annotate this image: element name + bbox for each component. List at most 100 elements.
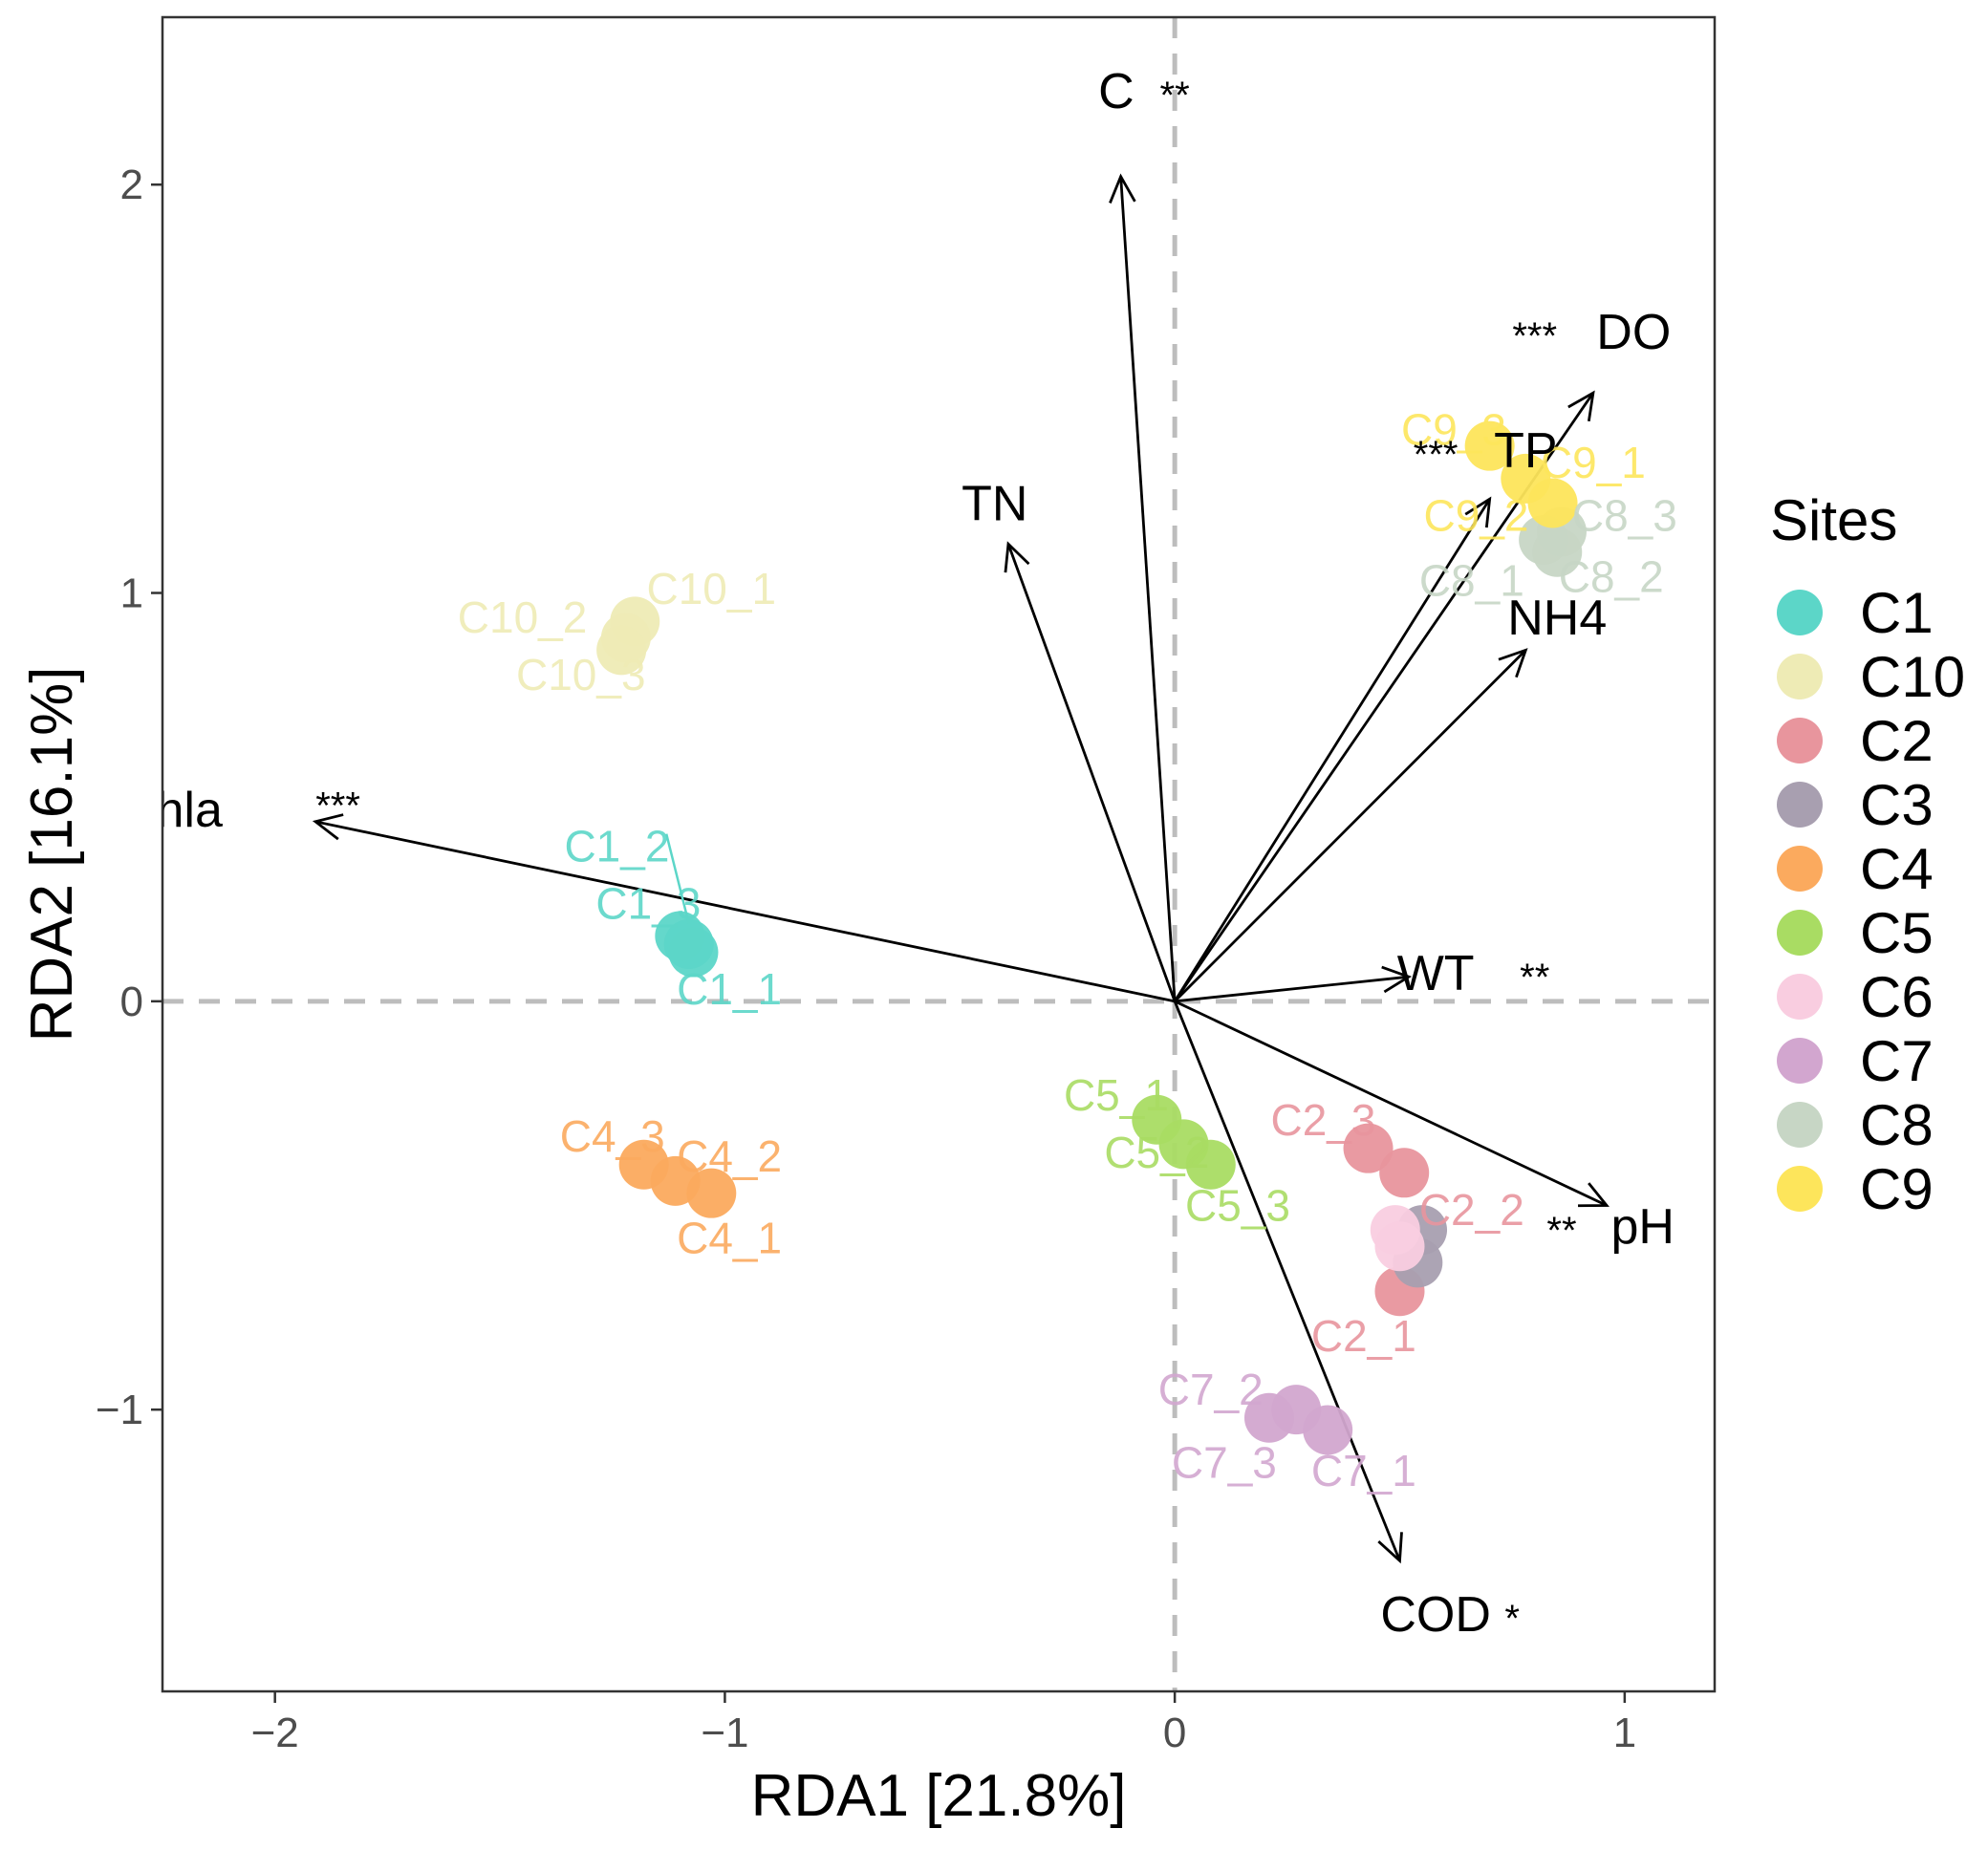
significance-c: **	[1160, 75, 1190, 117]
sample-label: C7_1	[1311, 1446, 1416, 1495]
sample-label: C7_2	[1158, 1365, 1264, 1414]
sample-label: C8_3	[1572, 490, 1677, 540]
x-tick-label: 1	[1613, 1710, 1636, 1756]
vector-chla	[314, 820, 1176, 1003]
legend-label-c10: C10	[1860, 645, 1965, 709]
sample-label: C5_3	[1185, 1180, 1290, 1230]
sample-points	[596, 420, 1587, 1455]
legend-label-c3: C3	[1860, 773, 1934, 837]
vector-c-head	[1109, 173, 1136, 204]
legend-key-c8	[1777, 1102, 1823, 1148]
x-tick-label: 0	[1163, 1710, 1186, 1756]
vector-ph	[1174, 1000, 1608, 1207]
sample-label: C9_3	[1401, 405, 1506, 455]
vector-cod	[1173, 1000, 1401, 1561]
x-axis-title: RDA1 [21.8%]	[751, 1763, 1127, 1829]
significance-ph: **	[1546, 1210, 1576, 1252]
sample-label: C5_2	[1104, 1128, 1209, 1177]
sample-label: C5_1	[1064, 1070, 1169, 1120]
y-tick-label: 2	[120, 161, 143, 208]
vector-ph-head	[1578, 1182, 1610, 1208]
point-c4-3	[618, 1139, 669, 1190]
vector-label-nh4: NH4	[1507, 591, 1607, 646]
significance-wt: **	[1520, 957, 1549, 999]
legend-key-c10	[1777, 654, 1823, 699]
legend-key-c2	[1777, 718, 1823, 764]
significance-tp: ***	[1414, 434, 1459, 476]
vector-nh4-head	[1498, 648, 1528, 678]
legend-label-c9: C9	[1860, 1157, 1934, 1221]
legend-label-c2: C2	[1860, 709, 1934, 773]
y-tick-label: −1	[96, 1387, 143, 1433]
legend-title: Sites	[1770, 488, 1897, 552]
vector-wt-head	[1381, 965, 1413, 994]
vector-cod-head	[1377, 1532, 1403, 1564]
point-c2-2	[1379, 1148, 1430, 1198]
sample-label: C10_3	[516, 650, 646, 699]
sample-label: C1_2	[564, 821, 669, 871]
vector-label-ph: pH	[1610, 1199, 1674, 1255]
significance-cod: *	[1504, 1598, 1520, 1640]
point-c10-3	[596, 625, 647, 676]
vector-tn-head	[1004, 541, 1030, 573]
legend-key-c9	[1777, 1166, 1823, 1212]
sample-label: C8_2	[1559, 551, 1664, 601]
reference-lines	[162, 17, 1715, 1691]
sample-label: C4_1	[677, 1214, 782, 1263]
vector-label-tn: TN	[962, 477, 1027, 532]
vector-label-wt: WT	[1397, 946, 1475, 1001]
panel-border	[161, 15, 1717, 1693]
legend-label-c8: C8	[1860, 1093, 1934, 1157]
legend-label-c1: C1	[1860, 581, 1934, 645]
sample-labels: C1_1 C1_2 C1_3 C10_1 C10_2 C10_3 C2_1 C2_2 C2_3 C…	[458, 405, 1677, 1496]
vector-do-head	[1567, 390, 1595, 421]
environmental-vectors	[312, 173, 1610, 1564]
sample-label: C8_1	[1419, 556, 1524, 606]
point-c2-3	[1343, 1123, 1394, 1173]
vector-nh4	[1174, 649, 1527, 1002]
legend-key-c6	[1777, 974, 1823, 1020]
sample-label: C2_2	[1419, 1185, 1524, 1235]
vector-label-chla: Chla	[120, 783, 223, 838]
significance-do: ***	[1512, 315, 1557, 357]
point-c7-3	[1243, 1392, 1294, 1443]
legend-key-c1	[1777, 590, 1823, 635]
legend-key-c4	[1777, 846, 1823, 892]
vector-c	[1119, 176, 1177, 1001]
legend-key-c7	[1777, 1038, 1823, 1084]
vector-chla-head	[312, 813, 344, 841]
vector-label-c: C	[1098, 64, 1134, 119]
x-tick-label: −1	[701, 1710, 748, 1756]
sample-label: C1_3	[595, 878, 701, 928]
vector-label-do: DO	[1596, 305, 1671, 360]
sample-label: C9_1	[1541, 438, 1646, 487]
sample-label: C4_3	[560, 1111, 665, 1161]
vector-label-tp: TP	[1494, 423, 1557, 479]
label-leader-c1-2	[664, 833, 690, 924]
sample-label: C10_1	[647, 564, 777, 613]
point-c6-2	[1374, 1221, 1425, 1272]
vector-tp	[1173, 498, 1491, 1002]
legend-key-c5	[1777, 910, 1823, 956]
sample-label: C7_3	[1172, 1438, 1277, 1488]
y-tick-label: 0	[120, 979, 143, 1025]
panel-background	[162, 17, 1715, 1691]
sample-label: C4_2	[677, 1131, 782, 1181]
vector-wt	[1174, 975, 1410, 1003]
vector-labels: Chla *** C ** TN DO *** TP *** NH4 WT ** pH ** COD *	[120, 64, 1675, 1643]
point-c5-3	[1185, 1139, 1236, 1190]
legend-label-c5: C5	[1860, 901, 1934, 965]
vector-tn	[1006, 543, 1177, 1002]
x-axis: −2 −1 0 1	[251, 1691, 1636, 1756]
sample-label: C2_3	[1270, 1095, 1375, 1145]
x-tick-label: −2	[251, 1710, 299, 1756]
y-axis: −1 0 1 2	[96, 161, 162, 1433]
vector-label-cod: COD	[1380, 1587, 1491, 1643]
sample-label: C2_1	[1311, 1311, 1416, 1361]
point-c9-2	[1501, 453, 1551, 504]
y-axis-title: RDA2 [16.1%]	[19, 667, 85, 1043]
legend-label-c7: C7	[1860, 1029, 1934, 1093]
significance-chla: ***	[315, 785, 360, 827]
